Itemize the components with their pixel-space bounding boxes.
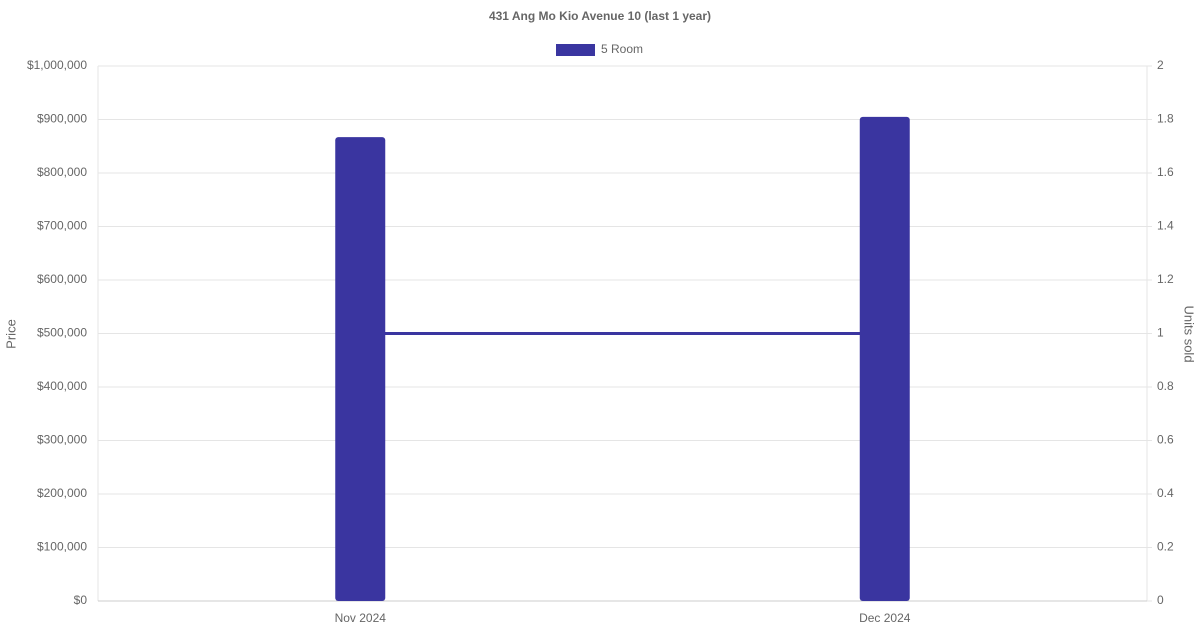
y-tick-label: $300,000 bbox=[37, 433, 87, 447]
y2-tick-label: 0 bbox=[1157, 593, 1164, 607]
y-tick-label: $700,000 bbox=[37, 219, 87, 233]
bar bbox=[335, 137, 386, 601]
y-tick-label: $500,000 bbox=[37, 326, 87, 340]
x-tick-label: Dec 2024 bbox=[859, 611, 911, 625]
y-tick-label: $800,000 bbox=[37, 165, 87, 179]
y2-tick-label: 1.8 bbox=[1157, 112, 1174, 126]
bar bbox=[859, 116, 910, 601]
y2-tick-label: 0.8 bbox=[1157, 379, 1174, 393]
y-axis-title: Price bbox=[3, 319, 18, 349]
y2-tick-label: 0.2 bbox=[1157, 540, 1174, 554]
y-tick-label: $400,000 bbox=[37, 379, 87, 393]
legend-swatch bbox=[556, 44, 595, 56]
y2-tick-label: 1.6 bbox=[1157, 165, 1174, 179]
y2-tick-label: 1.2 bbox=[1157, 272, 1174, 286]
y-tick-label: $1,000,000 bbox=[27, 58, 87, 72]
y-tick-label: $0 bbox=[74, 593, 88, 607]
chart-title: 431 Ang Mo Kio Avenue 10 (last 1 year) bbox=[489, 9, 711, 23]
y-tick-label: $600,000 bbox=[37, 272, 87, 286]
y2-tick-label: 1.4 bbox=[1157, 219, 1174, 233]
y2-tick-label: 0.4 bbox=[1157, 486, 1174, 500]
y2-tick-label: 1 bbox=[1157, 326, 1164, 340]
legend-label: 5 Room bbox=[601, 42, 643, 56]
x-tick-label: Nov 2024 bbox=[335, 611, 387, 625]
y2-tick-label: 2 bbox=[1157, 58, 1164, 72]
y2-tick-label: 0.6 bbox=[1157, 433, 1174, 447]
y-tick-label: $100,000 bbox=[37, 540, 87, 554]
y-tick-label: $900,000 bbox=[37, 112, 87, 126]
y2-axis-title: Units sold bbox=[1182, 305, 1197, 362]
y-tick-label: $200,000 bbox=[37, 486, 87, 500]
